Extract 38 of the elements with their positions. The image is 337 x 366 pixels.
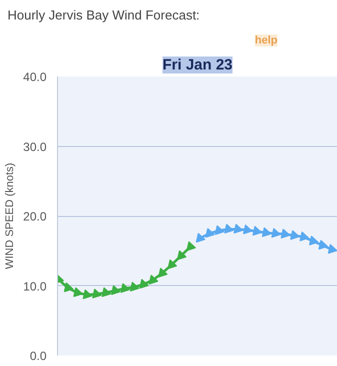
point xyxy=(82,289,92,300)
point xyxy=(308,236,319,246)
point xyxy=(224,224,234,234)
point xyxy=(205,228,215,238)
y-tick-label: 30.0 xyxy=(23,140,47,154)
text: help xyxy=(254,34,278,46)
point xyxy=(214,225,224,235)
point xyxy=(130,282,140,292)
point xyxy=(64,282,74,292)
point xyxy=(73,287,83,298)
point xyxy=(262,227,272,238)
y-tick-label: 0.0 xyxy=(30,349,47,363)
point xyxy=(111,285,121,295)
point xyxy=(318,240,328,250)
point xyxy=(300,231,310,242)
point xyxy=(139,278,149,289)
point xyxy=(158,268,168,278)
point xyxy=(252,226,262,236)
y-axis-title: WIND SPEED (knots) xyxy=(4,162,16,270)
point xyxy=(280,228,290,238)
point xyxy=(176,250,187,260)
point xyxy=(234,224,244,234)
point xyxy=(328,244,337,254)
y-tick-label: 10.0 xyxy=(23,279,47,294)
point xyxy=(271,228,281,238)
point xyxy=(120,283,130,293)
point xyxy=(290,230,300,240)
y-tick-label: 40.0 xyxy=(23,70,47,84)
point xyxy=(186,241,196,252)
text: Fri Jan 23 xyxy=(162,56,233,74)
point xyxy=(148,274,158,284)
point xyxy=(242,224,253,234)
point xyxy=(168,259,178,270)
point xyxy=(196,232,206,243)
y-tick-label: 20.0 xyxy=(23,210,47,224)
point xyxy=(92,288,102,298)
point xyxy=(102,287,112,298)
chart-title: Hourly Jervis Bay Wind Forecast: xyxy=(8,8,200,22)
